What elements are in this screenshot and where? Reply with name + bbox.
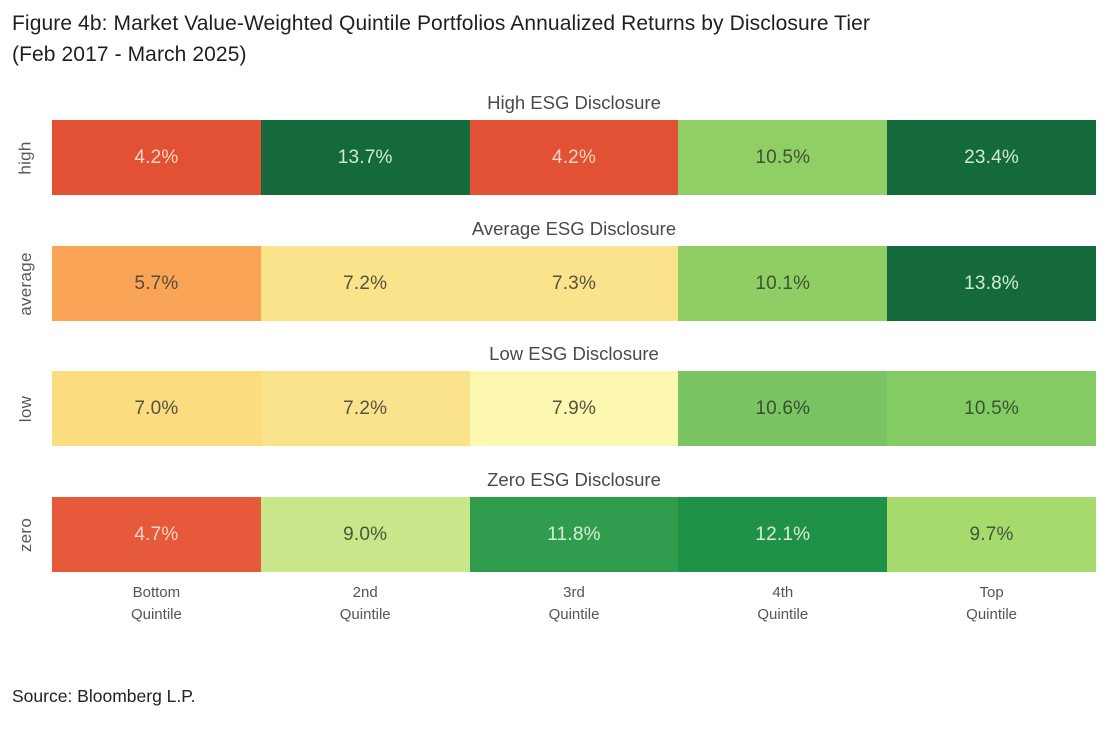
column-label-2nd-quintile: 2nd Quintile [339, 584, 391, 623]
column-label-4th-quintile: 4th Quintile [757, 584, 809, 623]
x-axis-labels: Bottom Quintile 2nd Quintile 3rd Quintil… [52, 582, 1096, 626]
heatmap-cell: 7.3% [469, 246, 679, 321]
heatmap-cell: 12.1% [678, 497, 888, 572]
heatmap-row-high: high 4.2% 13.7% 4.2% 10.5% 23.4% [16, 120, 1096, 195]
heatmap-cell: 10.6% [678, 371, 888, 446]
heatmap-cell: 9.0% [260, 497, 470, 572]
heatmap-cell: 10.5% [887, 371, 1096, 446]
heatmap-cell: 11.8% [469, 497, 679, 572]
heatmap-row-average: average 5.7% 7.2% 7.3% 10.1% 13.8% [16, 246, 1096, 321]
heatmap-cell: 23.4% [887, 120, 1096, 195]
heatmap-cell: 9.7% [887, 497, 1096, 572]
heatmap-cell: 10.5% [678, 120, 888, 195]
chart-group-low: Low ESG Disclosure low 7.0% 7.2% 7.9% 10… [0, 343, 1116, 446]
row-label-average: average [16, 251, 36, 316]
heatmap-cell: 5.7% [52, 246, 261, 321]
chart-group-zero: Zero ESG Disclosure zero 4.7% 9.0% 11.8%… [0, 469, 1116, 572]
figure-title-line2: (Feb 2017 - March 2025) [12, 43, 247, 66]
source-text: Source: Bloomberg L.P. [12, 686, 196, 706]
heatmap-row-zero: zero 4.7% 9.0% 11.8% 12.1% 9.7% [16, 497, 1096, 572]
heatmap-cell: 13.8% [887, 246, 1096, 321]
chart-subtitle-low: Low ESG Disclosure [489, 343, 659, 364]
chart-group-high: High ESG Disclosure high 4.2% 13.7% 4.2%… [0, 92, 1116, 195]
column-label-top-quintile: Top Quintile [966, 584, 1018, 623]
heatmap-cell: 7.9% [469, 371, 679, 446]
chart-group-average: Average ESG Disclosure average 5.7% 7.2%… [0, 218, 1116, 321]
chart-subtitle-high: High ESG Disclosure [487, 92, 661, 113]
chart-subtitle-zero: Zero ESG Disclosure [487, 469, 661, 490]
column-label-bottom-quintile: Bottom Quintile [130, 584, 182, 623]
row-label-low: low [15, 395, 35, 422]
row-label-high: high [16, 140, 35, 175]
figure-title-line1: Figure 4b: Market Value-Weighted Quintil… [12, 12, 870, 35]
figure-title: Figure 4b: Market Value-Weighted Quintil… [12, 8, 870, 70]
heatmap-cell: 4.2% [52, 120, 261, 195]
chart-subtitle-average: Average ESG Disclosure [471, 218, 677, 239]
row-label-zero: zero [16, 517, 35, 552]
heatmap-cell: 13.7% [260, 120, 470, 195]
column-label-3rd-quintile: 3rd Quintile [548, 584, 600, 623]
heatmap-row-low: low 7.0% 7.2% 7.9% 10.6% 10.5% [16, 371, 1096, 446]
heatmap-cell: 7.2% [260, 371, 470, 446]
heatmap-cell: 7.0% [52, 371, 261, 446]
heatmap-cell: 4.7% [52, 497, 261, 572]
heatmap-cell: 10.1% [678, 246, 888, 321]
heatmap-cell: 4.2% [469, 120, 679, 195]
heatmap-cell: 7.2% [260, 246, 470, 321]
